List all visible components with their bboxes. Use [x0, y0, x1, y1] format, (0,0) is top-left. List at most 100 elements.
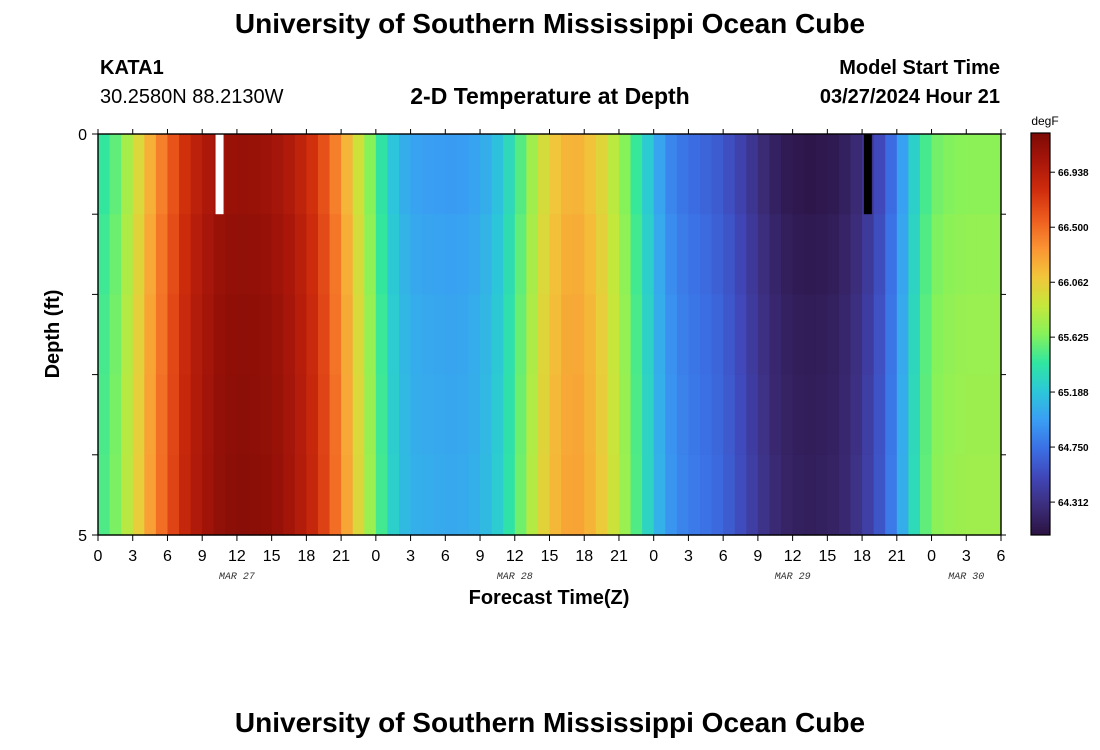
heatmap-cell: [271, 134, 284, 215]
heatmap-cell: [213, 374, 226, 456]
heatmap-cell: [561, 134, 574, 215]
heatmap-cell: [572, 134, 585, 215]
heatmap-cell: [317, 134, 331, 215]
model-start-value: 03/27/2024 Hour 21: [819, 86, 1000, 108]
heatmap-cell: [202, 214, 215, 295]
heatmap-cell: [792, 134, 805, 215]
heatmap-cell: [179, 374, 192, 456]
heatmap-cell: [422, 294, 435, 376]
colorbar-tick-label: 66.500: [1058, 223, 1089, 234]
heatmap-cell: [283, 134, 296, 215]
heatmap-cell: [723, 134, 736, 215]
heatmap-cell: [815, 214, 828, 295]
colorbar: [1030, 132, 1051, 536]
heatmap-cell: [827, 134, 840, 215]
heatmap-cell: [757, 294, 771, 376]
x-tick-label: 21: [610, 548, 628, 565]
heatmap-cell: [618, 214, 632, 295]
heatmap-cell: [491, 374, 504, 456]
heatmap-cell: [526, 134, 539, 215]
heatmap-cell: [630, 294, 643, 376]
heatmap-cell: [989, 294, 1002, 376]
heatmap-cell: [607, 374, 620, 456]
heatmap-cell: [885, 294, 898, 376]
heatmap-cell: [294, 294, 307, 376]
heatmap-cell: [121, 454, 134, 536]
heatmap-cell: [943, 454, 956, 536]
heatmap-cell: [202, 454, 215, 536]
heatmap-cell: [491, 454, 504, 536]
heatmap-cell: [862, 214, 875, 295]
heatmap-cell: [144, 294, 157, 376]
heatmap-cell: [757, 374, 771, 456]
date-label: MAR 30: [948, 572, 984, 583]
heatmap-cell: [364, 134, 377, 215]
heatmap-cell: [456, 214, 470, 295]
heatmap-cell: [236, 294, 250, 376]
heatmap-cell: [213, 294, 226, 376]
heatmap-cell: [341, 294, 354, 376]
heatmap-cell: [757, 214, 771, 295]
heatmap-cell: [966, 294, 979, 376]
heatmap-cell: [341, 374, 354, 456]
heatmap-cell: [399, 374, 412, 456]
heatmap-cell: [618, 134, 632, 215]
heatmap-cell: [769, 294, 782, 376]
y-tick-label: 0: [78, 127, 87, 144]
heatmap-cell: [537, 214, 551, 295]
heatmap-cell: [179, 134, 192, 215]
heatmap-cell: [236, 374, 250, 456]
heatmap-cell: [734, 294, 747, 376]
heatmap-cell: [480, 294, 493, 376]
heatmap-cell: [977, 134, 991, 215]
heatmap-cell: [781, 214, 794, 295]
heatmap-cell: [711, 294, 724, 376]
heatmap-cell: [734, 134, 747, 215]
heatmap-cell: [468, 294, 481, 376]
heatmap-cell: [700, 454, 713, 536]
heatmap-cell: [190, 294, 203, 376]
heatmap-cell: [908, 294, 921, 376]
heatmap-cells: [98, 134, 1002, 536]
heatmap-cell: [98, 214, 111, 295]
heatmap-cell: [943, 214, 956, 295]
heatmap-cell: [260, 134, 273, 215]
heatmap-cell: [885, 454, 898, 536]
heatmap-cell: [862, 454, 875, 536]
heatmap-cell: [838, 214, 852, 295]
heatmap-cell: [850, 134, 863, 215]
heatmap-cell: [769, 374, 782, 456]
heatmap-cell: [410, 134, 423, 215]
heatmap-cell: [688, 374, 701, 456]
heatmap-cell: [838, 294, 852, 376]
heatmap-cell: [572, 454, 585, 536]
heatmap-cell: [225, 374, 238, 456]
heatmap-cell: [190, 374, 203, 456]
heatmap-cell: [468, 134, 481, 215]
heatmap-cell: [943, 374, 956, 456]
heatmap-cell: [236, 214, 250, 295]
heatmap-cell: [260, 454, 273, 536]
heatmap-cell: [676, 134, 690, 215]
heatmap-cell: [804, 374, 817, 456]
x-tick-label: 12: [506, 548, 524, 565]
heatmap-cell: [225, 134, 238, 215]
heatmap-cell: [943, 294, 956, 376]
heatmap-cell: [815, 454, 828, 536]
heatmap-cell: [595, 454, 608, 536]
heatmap-cell: [375, 374, 389, 456]
heatmap-cell: [954, 294, 967, 376]
heatmap-cell: [144, 454, 157, 536]
heatmap-cell: [618, 454, 632, 536]
extreme-markers: [215, 134, 872, 215]
heatmap-cell: [109, 454, 122, 536]
heatmap-cell: [607, 134, 620, 215]
heatmap-cell: [329, 214, 342, 295]
heatmap-cell: [445, 454, 458, 536]
heatmap-cell: [850, 374, 863, 456]
min-temperature-marker: [863, 134, 872, 215]
plot-title: 2-D Temperature at Depth: [410, 83, 690, 109]
heatmap-cell: [236, 134, 250, 215]
heatmap-cell: [908, 454, 921, 536]
heatmap-cell: [468, 454, 481, 536]
